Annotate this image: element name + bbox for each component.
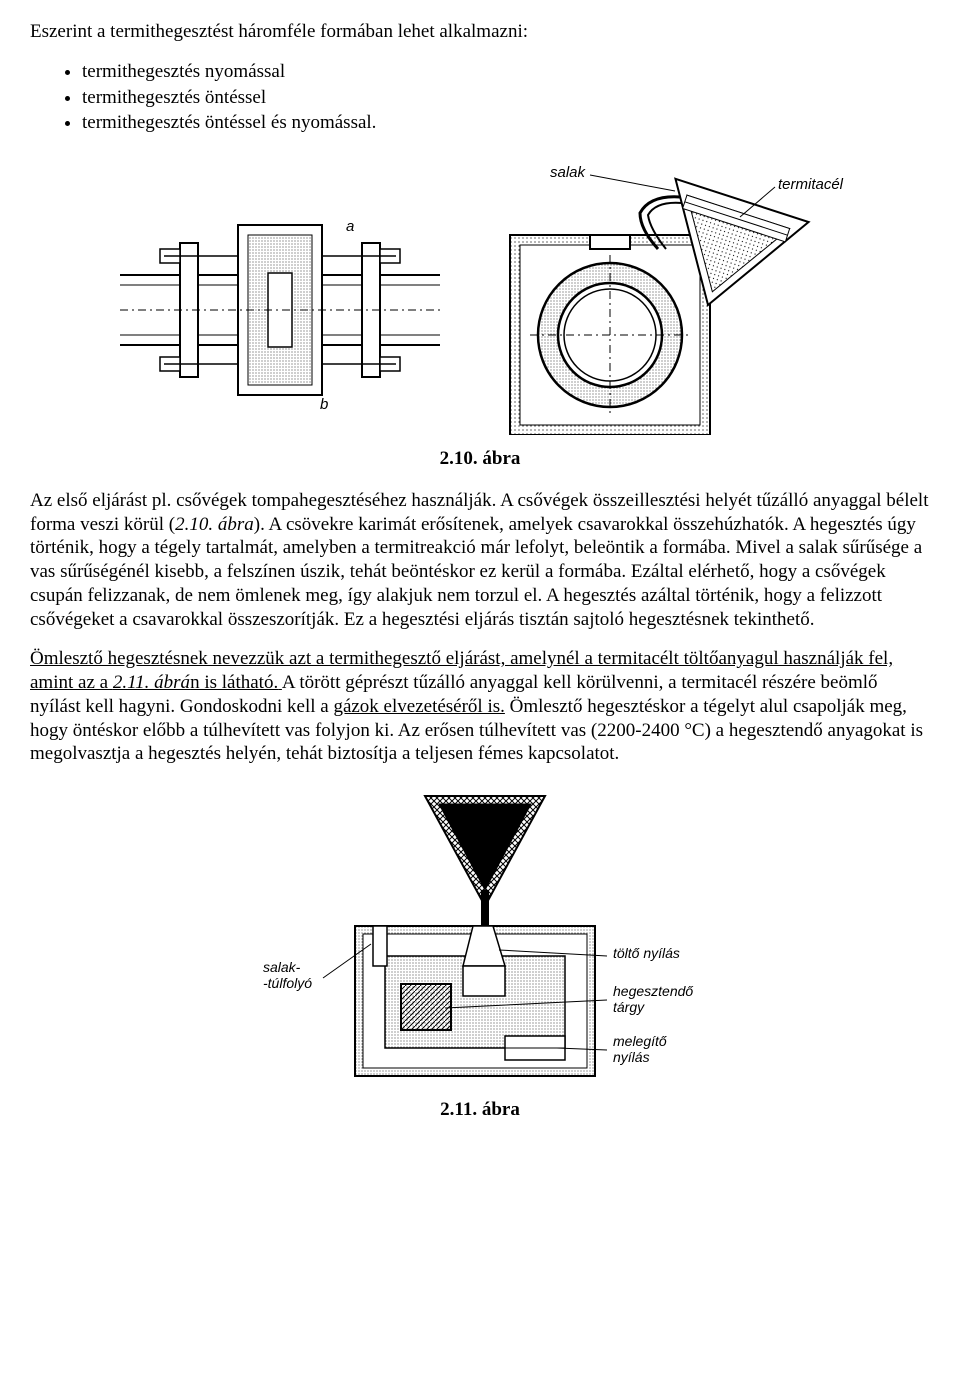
fig2-label-hegesztendo-2: tárgy (613, 999, 645, 1015)
fig2-label-melegito-2: nyílás (613, 1049, 650, 1065)
paragraph-2: Ömlesztő hegesztésnek nevezzük azt a ter… (30, 647, 930, 766)
fig2-label-salak-1: salak- (263, 959, 301, 975)
paragraph-1: Az első eljárást pl. csővégek tompaheges… (30, 489, 930, 632)
text: n is látható. (190, 672, 278, 693)
figure-2-10-svg: a b (100, 155, 860, 435)
fig2-label-salak-2: -túlfolyó (263, 975, 312, 991)
text-underline: gázok elvezetéséről is. (333, 696, 504, 717)
figure-2-11: salak- -túlfolyó töltő nyílás hegesztend… (30, 786, 930, 1086)
list-item: termithegesztés öntéssel és nyomással. (82, 111, 930, 135)
figure-2-10: a b (30, 155, 930, 435)
intro-paragraph: Eszerint a termithegesztést háromféle fo… (30, 20, 930, 44)
fig1-label-b: b (320, 396, 328, 413)
fig1-label-a: a (346, 218, 354, 235)
bullet-list: termithegesztés nyomással termithegeszté… (30, 60, 930, 135)
fig1-label-termitacel: termitacél (778, 176, 844, 193)
text-italic: 2.10. ábra (175, 514, 254, 535)
figure-2-11-svg: salak- -túlfolyó töltő nyílás hegesztend… (245, 786, 715, 1086)
fig2-label-melegito-1: melegítő (613, 1033, 667, 1049)
figure-2-11-caption: 2.11. ábra (30, 1098, 930, 1122)
figure-2-10-caption: 2.10. ábra (30, 447, 930, 471)
fig2-label-tolto: töltő nyílás (613, 945, 680, 961)
text-italic: 2.11. ábrá (113, 672, 190, 693)
fig2-label-hegesztendo-1: hegesztendő (613, 983, 693, 999)
list-item: termithegesztés öntéssel (82, 86, 930, 110)
list-item: termithegesztés nyomással (82, 60, 930, 84)
fig1-label-salak: salak (550, 164, 587, 181)
